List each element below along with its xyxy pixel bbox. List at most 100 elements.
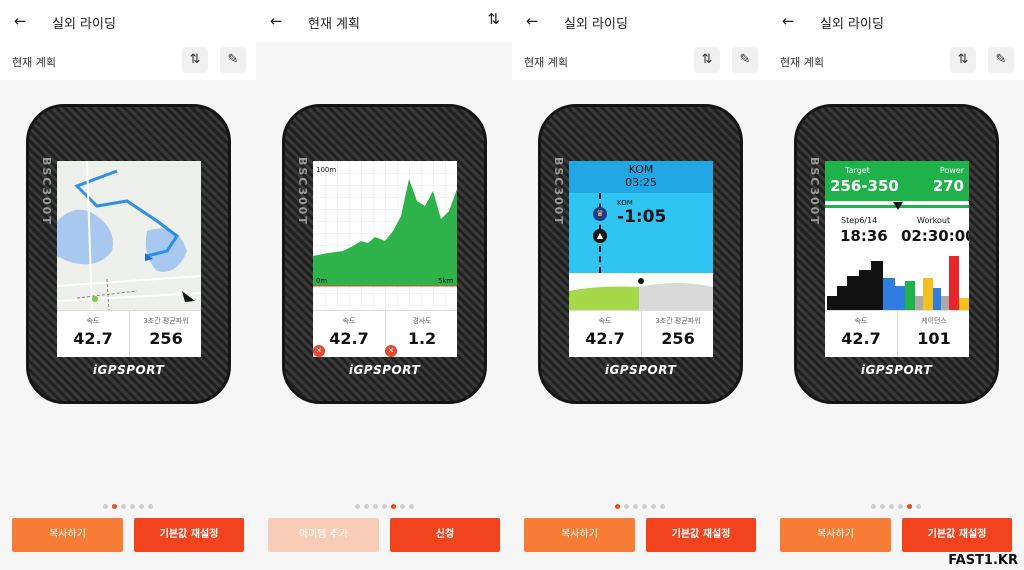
page-dot[interactable] — [103, 504, 108, 509]
reset-default-button[interactable]: 기본값 재설정 — [646, 518, 756, 552]
field-power: 3초간 평균파워 256 — [129, 311, 201, 357]
page-dot[interactable] — [660, 504, 665, 509]
field-label: 속도 — [342, 317, 356, 325]
sort-icon[interactable]: ⇅ — [950, 47, 976, 73]
page-dot[interactable] — [651, 504, 656, 509]
field-speed: 속도 42.7 — [569, 311, 641, 357]
edit-icon[interactable]: ✎ — [732, 47, 758, 73]
field-label: 속도 — [598, 317, 612, 325]
page-dot[interactable] — [889, 504, 894, 509]
page-dot[interactable] — [898, 504, 903, 509]
power-label: Power — [939, 166, 964, 175]
page-dot-active[interactable] — [615, 504, 620, 509]
field-value: 42.7 — [329, 329, 369, 348]
field-speed: 속도 42.7 — [57, 311, 129, 357]
kom-time: 03:25 — [625, 176, 657, 189]
data-fields: 속도 42.7 케이던스 101 — [825, 310, 969, 357]
device-screen: 속도 42.7 3초간 평균파워 256 — [57, 161, 201, 357]
back-arrow-icon[interactable]: ← — [270, 12, 283, 30]
step-label: Step6/14 — [841, 216, 878, 225]
copy-button[interactable]: 복사하기 — [524, 518, 635, 552]
field-speed[interactable]: 속도 42.7 — [313, 311, 385, 357]
page-dot[interactable] — [130, 504, 135, 509]
page-dot[interactable] — [399, 504, 405, 509]
sort-icon[interactable]: ⇅ — [694, 47, 720, 73]
segment-profile — [569, 273, 713, 311]
page-dot[interactable] — [642, 504, 647, 509]
header-title: 실외 라이딩 — [564, 17, 628, 32]
reset-default-button[interactable]: 기본값 재설정 — [902, 518, 1012, 552]
page-dot[interactable] — [363, 504, 369, 509]
back-arrow-icon[interactable]: ← — [782, 12, 795, 30]
edit-icon[interactable]: ✎ — [220, 47, 246, 73]
header-title: 현재 계획 — [308, 17, 360, 32]
list-order-icon[interactable]: ⇅ — [487, 10, 500, 28]
page-dot[interactable] — [372, 504, 378, 509]
data-fields: 속도 42.7 경사도 1.2 ✕ ✕ — [313, 310, 457, 357]
page-dot[interactable] — [148, 504, 153, 509]
panel-4: ← 실외 라이딩 현재 계획 ⇅ ✎ BSC300T Target 256-35… — [768, 0, 1024, 570]
page-indicator — [512, 494, 768, 513]
page-dot[interactable] — [139, 504, 144, 509]
brand-logo: iGPSPORT — [92, 363, 165, 377]
page-dot[interactable] — [871, 504, 876, 509]
data-fields: 속도 42.7 3초간 평균파워 256 — [569, 310, 713, 357]
copy-button[interactable]: 복사하기 — [780, 518, 891, 552]
page-dot[interactable] — [121, 504, 126, 509]
page-dot[interactable] — [408, 504, 414, 509]
page-indicator — [256, 494, 512, 513]
edit-icon[interactable]: ✎ — [988, 47, 1014, 73]
kom-header: KOM 03:25 — [569, 161, 713, 193]
reset-default-button[interactable]: 기본값 재설정 — [134, 518, 244, 552]
page-dot[interactable] — [916, 504, 921, 509]
page-dot[interactable] — [381, 504, 387, 509]
panel-2: ← 현재 계획 ⇅ BSC300T 100m 0m 5km 속도 — [256, 0, 512, 570]
plan-bar: 현재 계획 ⇅ ✎ — [768, 42, 1024, 80]
back-arrow-icon[interactable]: ← — [14, 12, 27, 30]
page-dot[interactable] — [880, 504, 885, 509]
plan-title: 현재 계획 — [524, 56, 568, 69]
bike-computer: BSC300T Target 256-350 Power 270 Step6/1… — [794, 104, 999, 404]
power-pointer-icon — [893, 202, 903, 210]
field-speed: 속도 42.7 — [825, 311, 897, 357]
field-label: 경사도 — [412, 317, 432, 325]
copy-button[interactable]: 복사하기 — [12, 518, 123, 552]
model-label: BSC300T — [808, 157, 821, 226]
model-label: BSC300T — [296, 157, 309, 226]
page-dot-active[interactable] — [907, 504, 912, 509]
rider-icon: ▲ — [593, 229, 607, 243]
step-time: 18:36 — [840, 227, 888, 245]
plan-bar: 현재 계획 ⇅ ✎ — [512, 42, 768, 80]
page-indicator — [768, 494, 1024, 513]
kom-delta: -1:05 — [617, 207, 667, 227]
field-grade[interactable]: 경사도 1.2 — [385, 311, 457, 357]
page-dot[interactable] — [354, 504, 360, 509]
bike-computer: BSC300T 속도 42.7 3초간 평균파워 2 — [26, 104, 231, 404]
remove-field-icon[interactable]: ✕ — [385, 345, 397, 357]
page-dot-active[interactable] — [390, 504, 396, 509]
remove-field-icon[interactable]: ✕ — [313, 345, 325, 357]
sort-icon[interactable]: ⇅ — [182, 47, 208, 73]
page-dot-active[interactable] — [112, 504, 117, 509]
field-value: 1.2 — [407, 329, 437, 348]
page-dot[interactable] — [624, 504, 629, 509]
device-screen: Target 256-350 Power 270 Step6/14 18:36 … — [825, 161, 969, 357]
panel-1: ← 실외 라이딩 현재 계획 ⇅ ✎ BSC300T 속도 42 — [0, 0, 256, 570]
field-cadence: 케이던스 101 — [897, 311, 969, 357]
target-value: 256-350 — [830, 177, 899, 195]
apply-button[interactable]: 신청 — [390, 518, 500, 552]
field-label: 케이던스 — [921, 317, 947, 325]
app-header: ← 실외 라이딩 — [768, 0, 1024, 42]
app-header: ← 실외 라이딩 — [512, 0, 768, 42]
data-fields: 속도 42.7 3초간 평균파워 256 — [57, 310, 201, 357]
workout-time: 02:30:00 — [901, 227, 969, 245]
model-label: BSC300T — [552, 157, 565, 226]
field-value: 42.7 — [73, 329, 113, 348]
add-item-button[interactable]: 아이템 추가 — [268, 518, 379, 552]
field-label: 속도 — [854, 317, 868, 325]
page-dot[interactable] — [633, 504, 638, 509]
field-value: 42.7 — [841, 329, 881, 348]
kom-panel: ♛ ▲ KOM -1:05 — [569, 193, 713, 273]
target-label: Target — [845, 166, 870, 175]
back-arrow-icon[interactable]: ← — [526, 12, 539, 30]
